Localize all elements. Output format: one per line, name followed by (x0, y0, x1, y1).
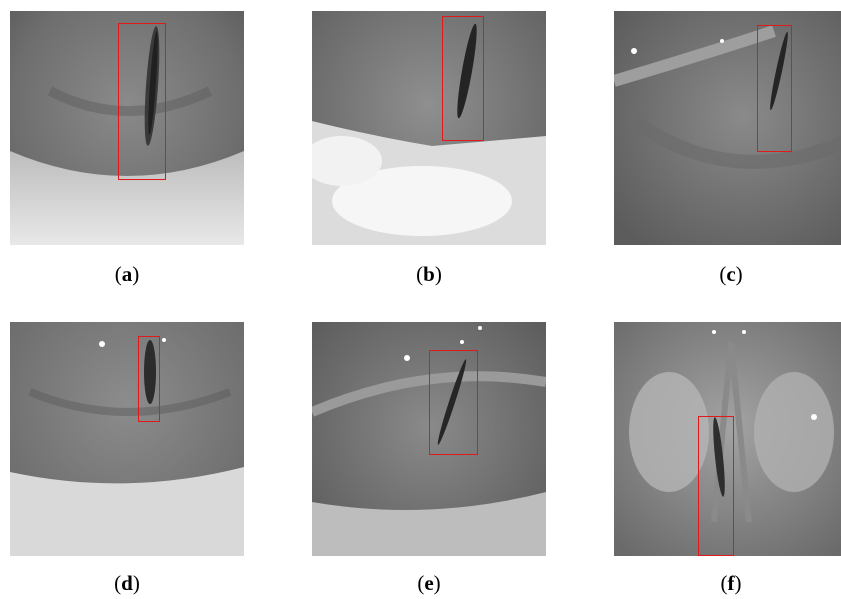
larynx-photo-b (312, 11, 546, 245)
caption-c: (c) (719, 262, 743, 286)
glottis-bounding-box (138, 336, 160, 422)
glottis-bounding-box (442, 16, 484, 141)
caption-b: (b) (416, 262, 442, 286)
caption-a: (a) (114, 262, 140, 286)
endoscopy-image-d (10, 322, 244, 556)
glottis-bounding-box (757, 25, 792, 152)
glottis-bounding-box (429, 350, 478, 455)
caption-e: (e) (417, 571, 441, 595)
caption-d: (d) (114, 571, 140, 595)
glottis-bounding-box (118, 23, 166, 180)
larynx-photo-d (10, 322, 244, 556)
larynx-photo-c (614, 11, 841, 245)
endoscopy-image-a (10, 11, 244, 245)
endoscopy-image-f (614, 322, 841, 556)
larynx-photo-f (614, 322, 841, 556)
endoscopy-image-e (312, 322, 546, 556)
endoscopy-image-c (614, 11, 841, 245)
caption-f: (f) (720, 571, 742, 595)
endoscopy-image-b (312, 11, 546, 245)
larynx-photo-a (10, 11, 244, 245)
glottis-bounding-box (698, 416, 734, 556)
